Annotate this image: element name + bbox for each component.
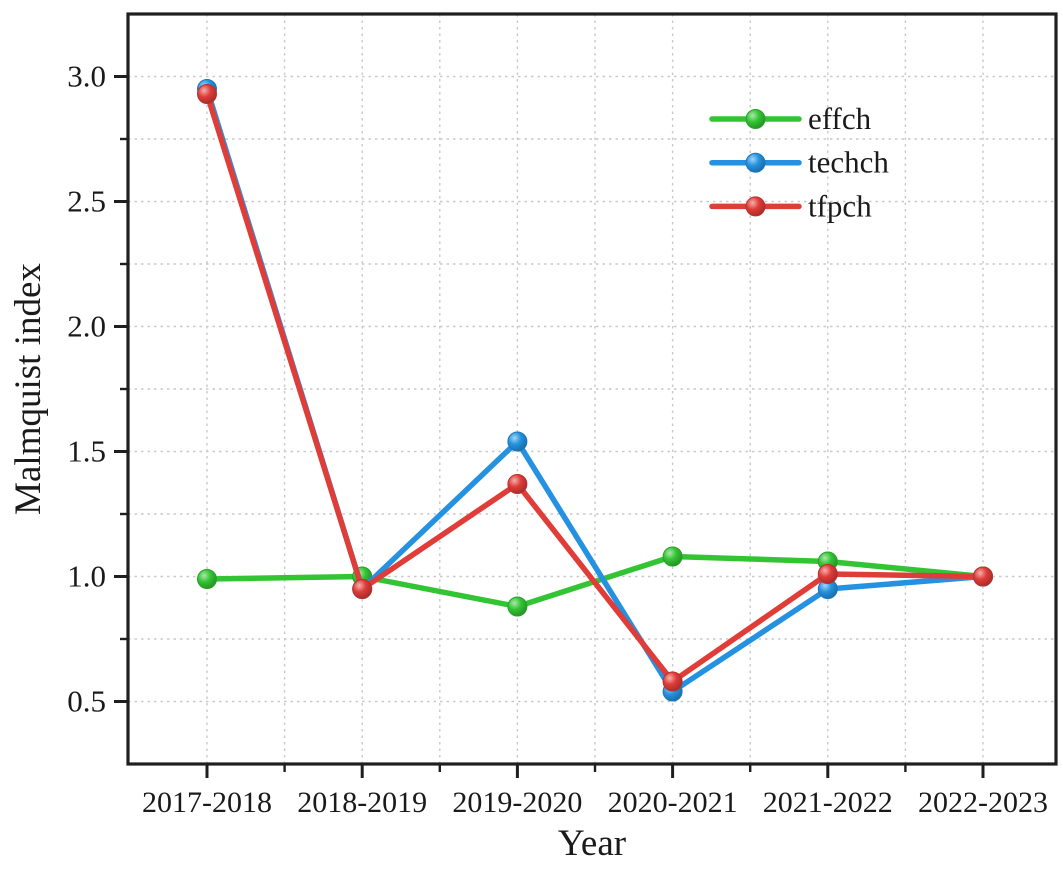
marker-tfpch-1 xyxy=(352,579,373,599)
legend-marker-techch xyxy=(745,152,766,173)
x-tick-label: 2018-2019 xyxy=(297,786,427,819)
x-tick-label: 2017-2018 xyxy=(142,786,272,819)
marker-effch-0 xyxy=(197,569,217,589)
marker-tfpch-4 xyxy=(817,564,838,584)
series-group xyxy=(197,79,993,702)
legend-marker-tfpch xyxy=(745,196,766,217)
x-tick-label: 2020-2021 xyxy=(608,786,738,819)
axis-ticks xyxy=(114,75,985,778)
y-tick-label: 1.0 xyxy=(67,559,106,594)
legend-marker-effch xyxy=(745,109,766,129)
y-tick-label: 0.5 xyxy=(67,684,106,719)
y-tick-label: 2.0 xyxy=(67,309,106,344)
x-tick-label: 2022-2023 xyxy=(918,786,1048,819)
marker-tfpch-5 xyxy=(973,566,993,587)
legend-item-techch: techch xyxy=(709,145,889,180)
series-line-tfpch xyxy=(204,91,986,685)
marker-tfpch-3 xyxy=(662,671,683,692)
marker-techch-2 xyxy=(507,431,528,452)
x-axis-title: Year xyxy=(558,823,626,864)
plot-border xyxy=(126,12,1058,766)
marker-effch-2 xyxy=(507,596,528,617)
y-tick-label: 3.0 xyxy=(67,59,106,94)
marker-tfpch-0 xyxy=(197,84,217,104)
gridlines xyxy=(128,14,1056,764)
legend-label-effch: effch xyxy=(808,101,872,136)
x-tick-label: 2019-2020 xyxy=(452,786,582,819)
marker-effch-3 xyxy=(662,546,683,567)
y-axis-title: Malmquist index xyxy=(8,263,49,515)
legend-item-tfpch: tfpch xyxy=(709,188,872,223)
y-tick-label: 1.5 xyxy=(67,434,106,469)
y-tick-labels: 0.5 1.0 1.5 2.0 2.5 3.0 xyxy=(67,59,106,719)
y-tick-label: 2.5 xyxy=(67,184,106,219)
legend-label-techch: techch xyxy=(808,145,889,180)
x-tick-label: 2021-2022 xyxy=(763,786,893,819)
marker-tfpch-2 xyxy=(507,474,528,494)
legend: effch techch tfpch xyxy=(709,101,889,223)
legend-label-tfpch: tfpch xyxy=(808,188,872,223)
legend-item-effch: effch xyxy=(709,101,872,136)
x-tick-labels: 2017-2018 2018-2019 2019-2020 2020-2021 2021… xyxy=(142,786,1048,819)
